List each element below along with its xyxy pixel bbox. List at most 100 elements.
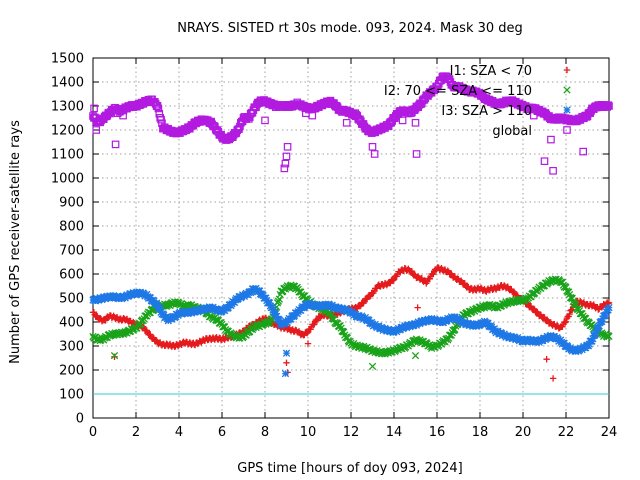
axes: 0 2 4 6 8 10 12 14 16 18 20 22 240100200300400500600…: [51, 52, 617, 441]
data-point: [351, 109, 360, 118]
data-point: [269, 305, 277, 314]
data-point: [110, 351, 119, 360]
data-point: [293, 283, 301, 291]
x-tick-label: 12: [343, 425, 360, 440]
chart-title: NRAYS. SISTED rt 30s mode. 093, 2024. Ma…: [177, 21, 523, 36]
data-point: [336, 322, 344, 330]
x-tick-label: 18: [472, 425, 489, 440]
legend-marker: [563, 126, 571, 134]
x-tick-label: 14: [386, 425, 403, 440]
data-point: [261, 116, 269, 125]
data-point: [414, 304, 421, 311]
x-tick-label: 6: [218, 425, 226, 440]
x-tick-label: 4: [175, 425, 183, 440]
data-point: [303, 330, 311, 337]
data-point: [444, 267, 451, 274]
data-point: [535, 338, 543, 347]
y-tick-label: 500: [59, 292, 84, 307]
x-tick-label: 8: [261, 425, 269, 440]
x-tick-label: 20: [515, 425, 532, 440]
y-tick-label: 900: [59, 196, 84, 211]
data-point: [282, 152, 291, 161]
data-point: [268, 303, 276, 312]
data-point: [591, 330, 600, 338]
data-point: [282, 349, 291, 357]
data-point: [304, 340, 312, 347]
data-point: [547, 135, 555, 144]
data-point: [603, 103, 612, 111]
data-point: [565, 288, 573, 296]
data-point: [529, 111, 538, 120]
data-point: [272, 309, 280, 318]
data-point: [411, 118, 420, 127]
legend-label: I3: SZA > 110: [441, 104, 532, 119]
data-point: [411, 351, 420, 360]
data-point: [595, 322, 603, 330]
data-point: [154, 104, 163, 113]
y-tick-label: 1500: [51, 52, 84, 67]
data-point: [599, 315, 607, 323]
data-point: [601, 311, 610, 319]
y-tick-label: 1000: [51, 172, 84, 187]
data-point: [430, 270, 437, 278]
data-point: [308, 111, 317, 120]
series-group: [89, 284, 613, 378]
data-point: [412, 150, 421, 158]
y-tick-label: 300: [59, 340, 84, 355]
data-point: [439, 319, 447, 327]
data-point: [370, 150, 379, 158]
data-point: [265, 319, 274, 327]
data-point: [119, 111, 127, 120]
data-point: [152, 299, 161, 307]
data-point: [281, 369, 290, 378]
data-point: [561, 319, 569, 326]
legend-marker: [563, 106, 571, 114]
data-point: [389, 277, 397, 284]
x-tick-label: 2: [132, 425, 140, 440]
data-point: [368, 362, 377, 371]
y-tick-label: 1400: [51, 76, 84, 91]
legend-marker: [563, 66, 571, 74]
x-tick-label: 22: [558, 425, 575, 440]
grid: [93, 58, 609, 418]
data-point: [549, 167, 557, 175]
data-point: [111, 353, 118, 360]
data-point: [579, 147, 588, 156]
data-point: [598, 317, 606, 326]
x-tick-label: 16: [429, 425, 446, 440]
data-point: [549, 375, 557, 382]
y-tick-label: 600: [59, 268, 84, 283]
y-axis-label: Number of GPS receiver-satellite rays: [8, 120, 23, 364]
data-point: [113, 109, 122, 118]
data-point: [342, 118, 351, 127]
data-point: [274, 297, 283, 305]
data-point: [92, 126, 101, 134]
y-tick-label: 700: [59, 244, 84, 259]
data-point: [328, 301, 336, 309]
legend-marker: [563, 86, 571, 94]
data-point: [156, 113, 164, 122]
data-point: [513, 333, 522, 342]
y-tick-label: 1200: [51, 124, 84, 139]
data-point: [543, 356, 550, 363]
data-point: [464, 283, 471, 290]
data-point: [121, 294, 129, 302]
data-point: [540, 157, 549, 166]
data-point: [604, 101, 612, 109]
data-point: [156, 305, 164, 313]
x-axis-label: GPS time [hours of doy 093, 2024]: [237, 461, 462, 476]
data-point: [416, 319, 424, 328]
data-point: [605, 303, 613, 312]
data-point: [283, 359, 290, 366]
data-point: [494, 327, 502, 336]
data-point: [262, 294, 270, 302]
data-point: [111, 140, 120, 149]
data-point: [209, 303, 217, 311]
data-point: [283, 143, 292, 151]
legend-label: global: [492, 124, 532, 139]
y-tick-label: 1100: [51, 148, 84, 163]
legend: I1: SZA < 70 I2: 70 <= SZA <= 110 I3: SZA …: [384, 64, 571, 139]
data-point: [562, 116, 570, 125]
